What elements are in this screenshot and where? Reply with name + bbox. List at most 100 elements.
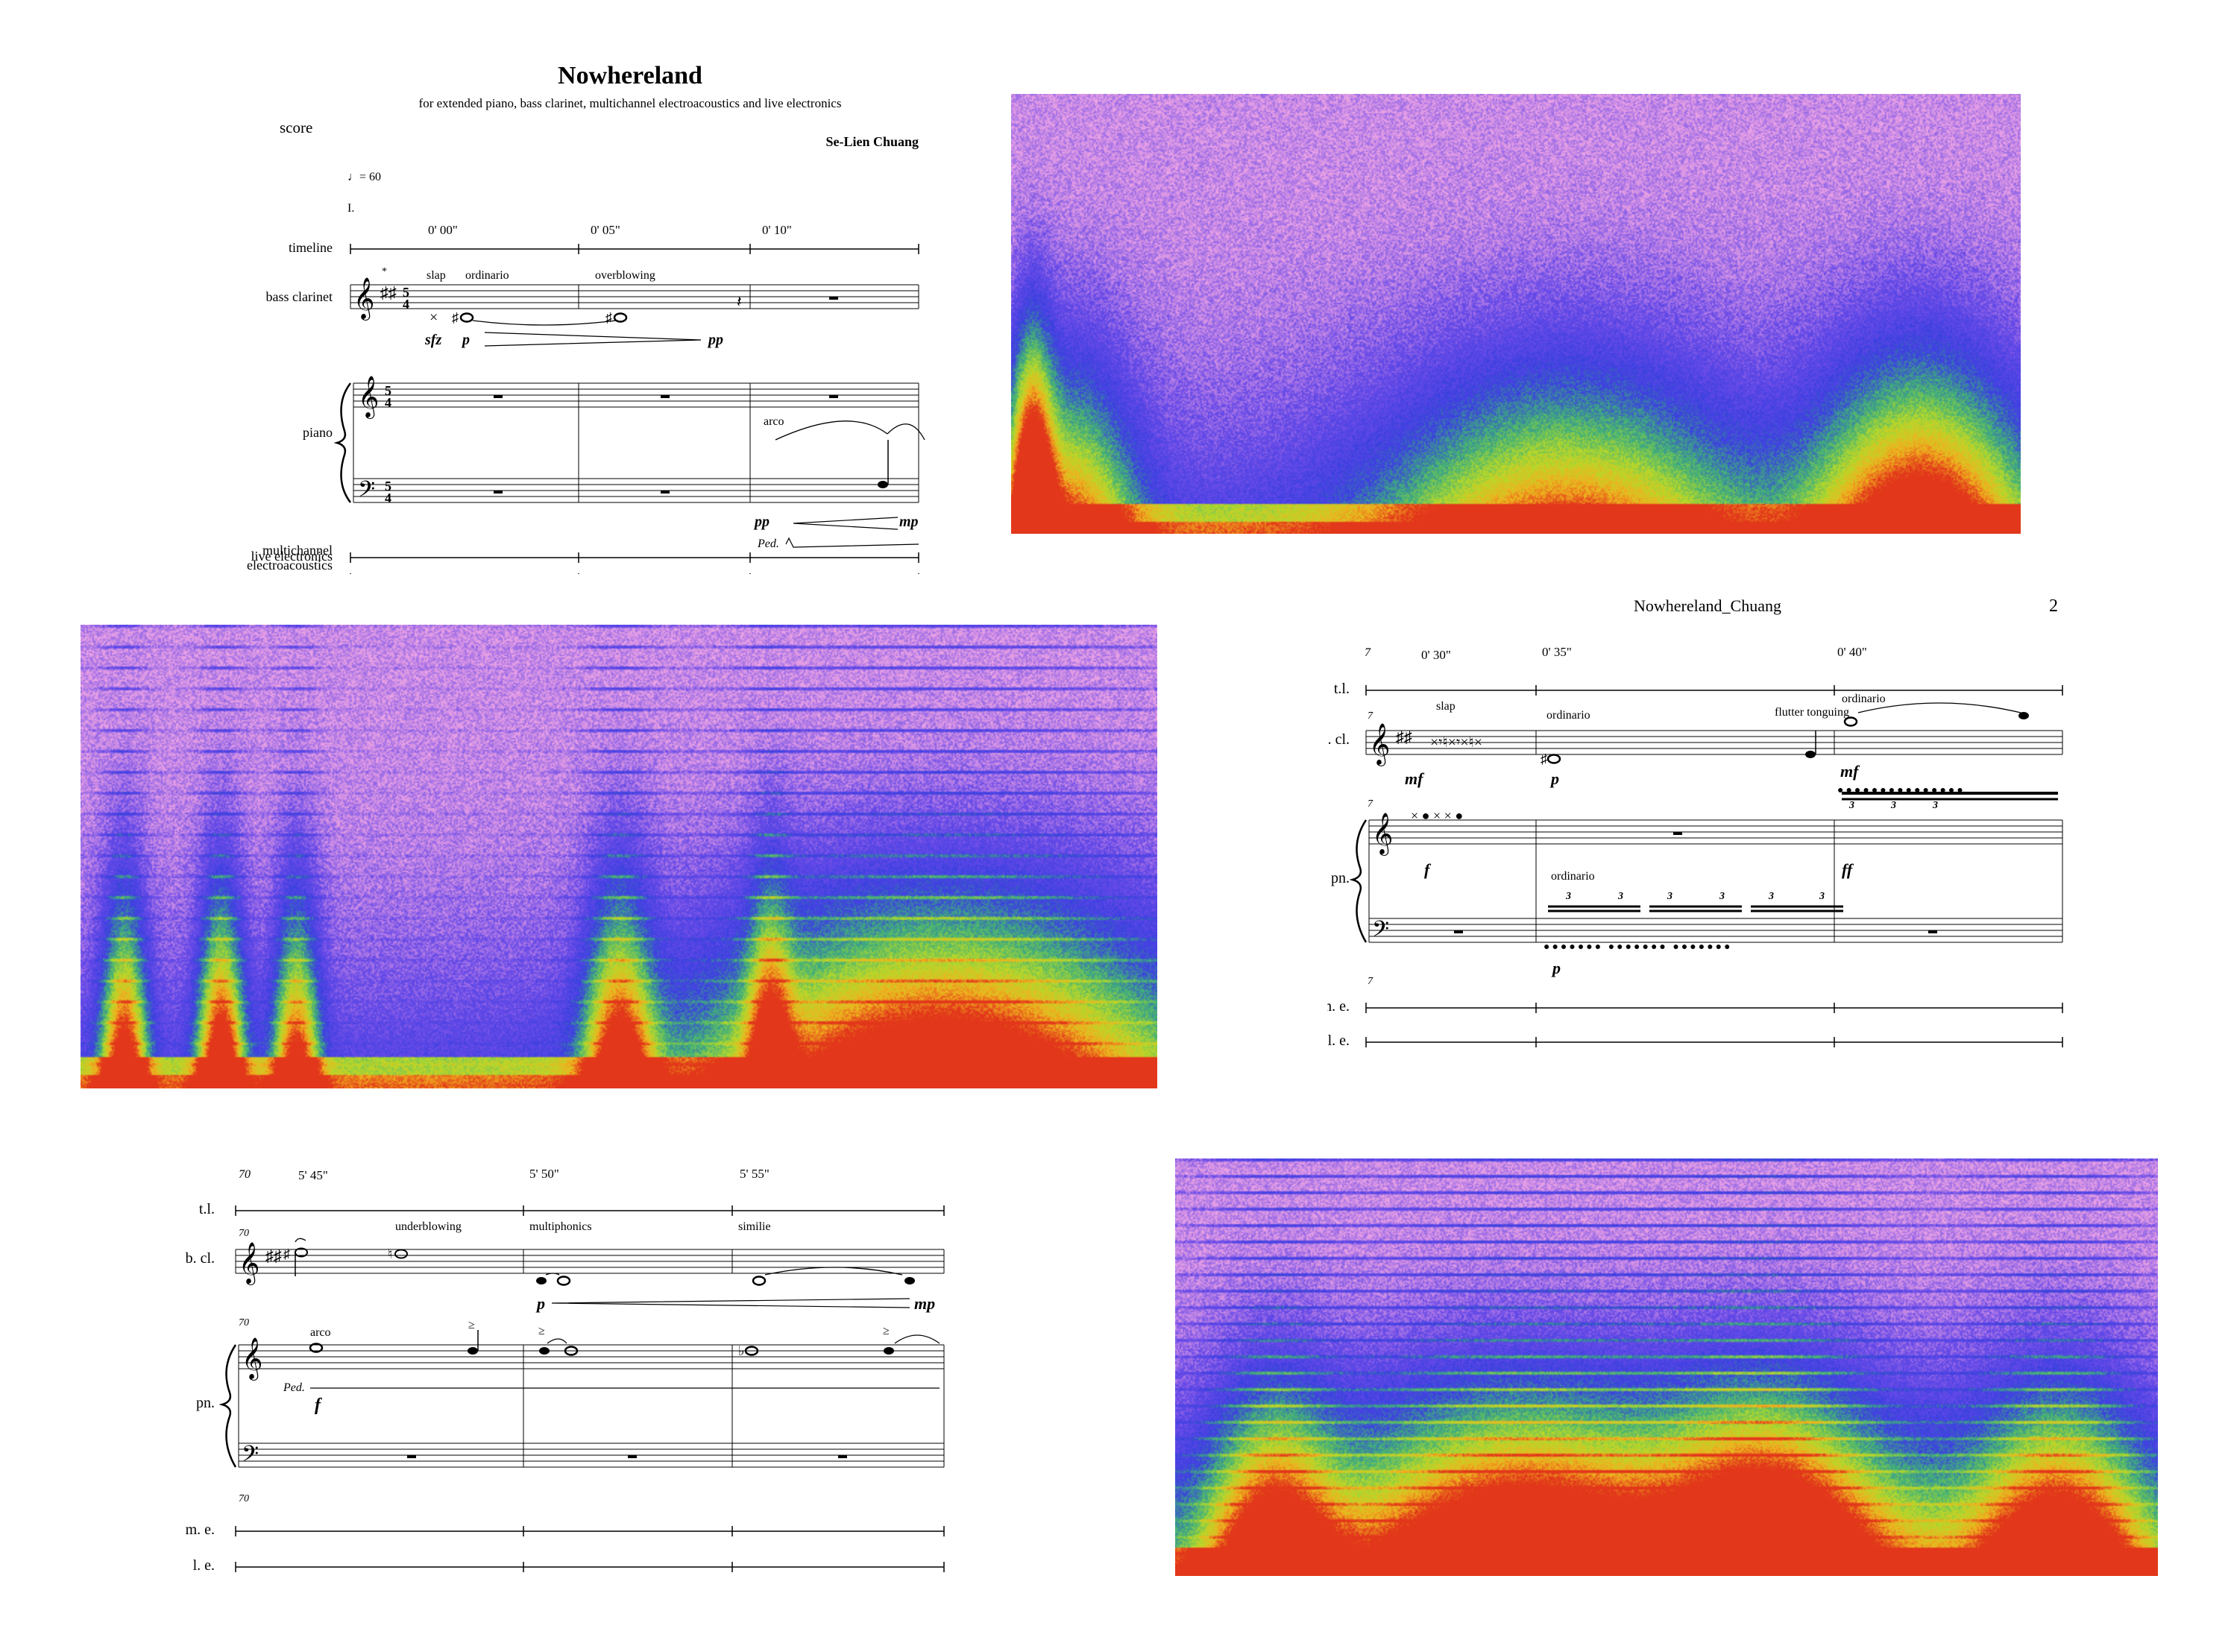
slur-curve (775, 420, 888, 441)
slap-notes: × ● × × ● (1411, 808, 1463, 823)
dynamic-p: p (535, 1294, 545, 1313)
tuplet-number: 3 (1932, 800, 1938, 811)
whole-note (309, 1343, 324, 1353)
natural-accidental: ♮ (388, 1246, 392, 1261)
note-head (468, 1347, 478, 1355)
treble-clef: 𝄞 (1372, 813, 1393, 856)
time-marker: 0' 30" (1421, 648, 1451, 662)
time-marker: 0' 35" (1542, 645, 1572, 659)
accent-mark: ≥ (468, 1319, 475, 1331)
time-marker: 0' 10" (762, 223, 792, 237)
time-signature-top: 5 (385, 383, 391, 398)
time-marker: 0' 40" (1837, 645, 1867, 659)
sharp-accidental: ♯ (283, 1246, 290, 1261)
piano-brace (1349, 819, 1368, 943)
technique-ordinario: ordinario (1551, 870, 1595, 883)
staff-label-pn: pn. (196, 1395, 215, 1411)
dynamic-pp: pp (707, 332, 723, 348)
treble-clef: 𝄞 (353, 278, 374, 321)
whole-rest (1454, 930, 1463, 933)
staff-label-le: l. e. (193, 1557, 215, 1574)
whole-rest (661, 395, 670, 398)
dynamic-p: p (461, 332, 470, 348)
dynamic-mp: mp (914, 1294, 935, 1313)
note-head (904, 1277, 915, 1284)
note-head (2018, 712, 2029, 719)
whole-note (556, 1276, 571, 1286)
page-number: 2 (2049, 596, 2058, 616)
bcl-staff (1365, 730, 2063, 755)
staff-label-bcl: b. cl. (186, 1250, 215, 1267)
staff-label-pn: pn. (1331, 870, 1350, 886)
piano-bass-staff (353, 478, 919, 503)
score-subtitle: for extended piano, bass clarinet, multi… (419, 96, 842, 110)
whole-note (752, 1276, 767, 1286)
sharp-accidental: ♯ (1541, 751, 1547, 766)
whole-note (613, 312, 628, 323)
technique-overblowing: overblowing (595, 269, 655, 282)
measure-number: 7 (1365, 646, 1371, 659)
technique-flutter: flutter tonguing (1775, 706, 1849, 719)
tuplet-number: 3 (1565, 891, 1571, 902)
triplet-runs (1548, 905, 1843, 912)
staff-label-me: m. e. (1327, 998, 1350, 1015)
measure-number: 70 (239, 1168, 251, 1181)
pn-treble-staff (1368, 819, 2063, 942)
time-marker: 0' 00" (428, 223, 458, 237)
sharp-accidental: ♯ (605, 310, 612, 325)
tempo-marking: ♩= 60 (347, 171, 381, 183)
note-head (1805, 751, 1816, 758)
dynamic-f: f (1424, 860, 1432, 879)
technique-slap: slap (1436, 700, 1456, 713)
technique-arco: arco (764, 415, 784, 428)
staff-label-piano: piano (303, 425, 333, 440)
dynamic-pp: pp (753, 514, 770, 530)
staff-label-live: live electronics (251, 549, 333, 564)
section-number: I. (347, 202, 354, 215)
key-signature: ♯♯ (1396, 728, 1412, 746)
measure-number: 7 (1368, 976, 1373, 987)
whole-rest (1928, 930, 1937, 933)
dynamic-mp: mp (899, 514, 919, 530)
whole-note (1546, 754, 1561, 764)
whole-rest (407, 1455, 416, 1458)
treble-clef: 𝄞 (358, 376, 379, 419)
slap-note: × (429, 309, 438, 326)
whole-note (459, 312, 474, 323)
whole-note (744, 1346, 759, 1356)
time-signature-top: 5 (403, 285, 409, 300)
asterisk-mark: * (382, 266, 387, 277)
whole-note (564, 1346, 579, 1356)
staff-label-bcl: b. cl. (1327, 731, 1350, 748)
whole-rest (494, 491, 503, 494)
whole-rest (829, 297, 838, 300)
dynamic-p: p (1551, 959, 1561, 977)
half-note (394, 1249, 408, 1259)
measure-number: 7 (1368, 710, 1373, 722)
tuplet-number: 3 (1819, 891, 1825, 902)
time-signature-bottom: 4 (403, 297, 409, 312)
whole-rest (838, 1455, 847, 1458)
score-page-1-bottom: live electronics (251, 549, 919, 564)
piano-brace (333, 382, 351, 503)
bass-clarinet-staff (350, 284, 919, 309)
note-head (878, 481, 888, 488)
technique-arco: arco (310, 1326, 331, 1339)
whole-rest (494, 395, 503, 398)
technique-similie: similie (738, 1220, 771, 1233)
composer-name: Se-Lien Chuang (825, 134, 919, 149)
crescendo-hairpin (551, 1298, 910, 1308)
flat-accidental: ♭ (738, 1343, 745, 1358)
spectrogram-3 (1175, 1158, 2158, 1576)
accent-mark: ≥ (538, 1325, 545, 1337)
measure-number: 70 (239, 1493, 249, 1504)
tuplet-number: 3 (1848, 800, 1854, 811)
measure-number: 7 (1368, 798, 1373, 810)
staff-label-timeline: timeline (289, 240, 333, 255)
tuplet-number: 3 (1617, 891, 1623, 902)
note-head (884, 1347, 894, 1355)
pn-bass-staff (1369, 918, 2062, 943)
slur-curve (887, 423, 925, 441)
staff-label-le: l. e. (1328, 1032, 1350, 1049)
note-row: ●●●●●●● ●●●●●●● ●●●●●●● (1543, 942, 1733, 953)
